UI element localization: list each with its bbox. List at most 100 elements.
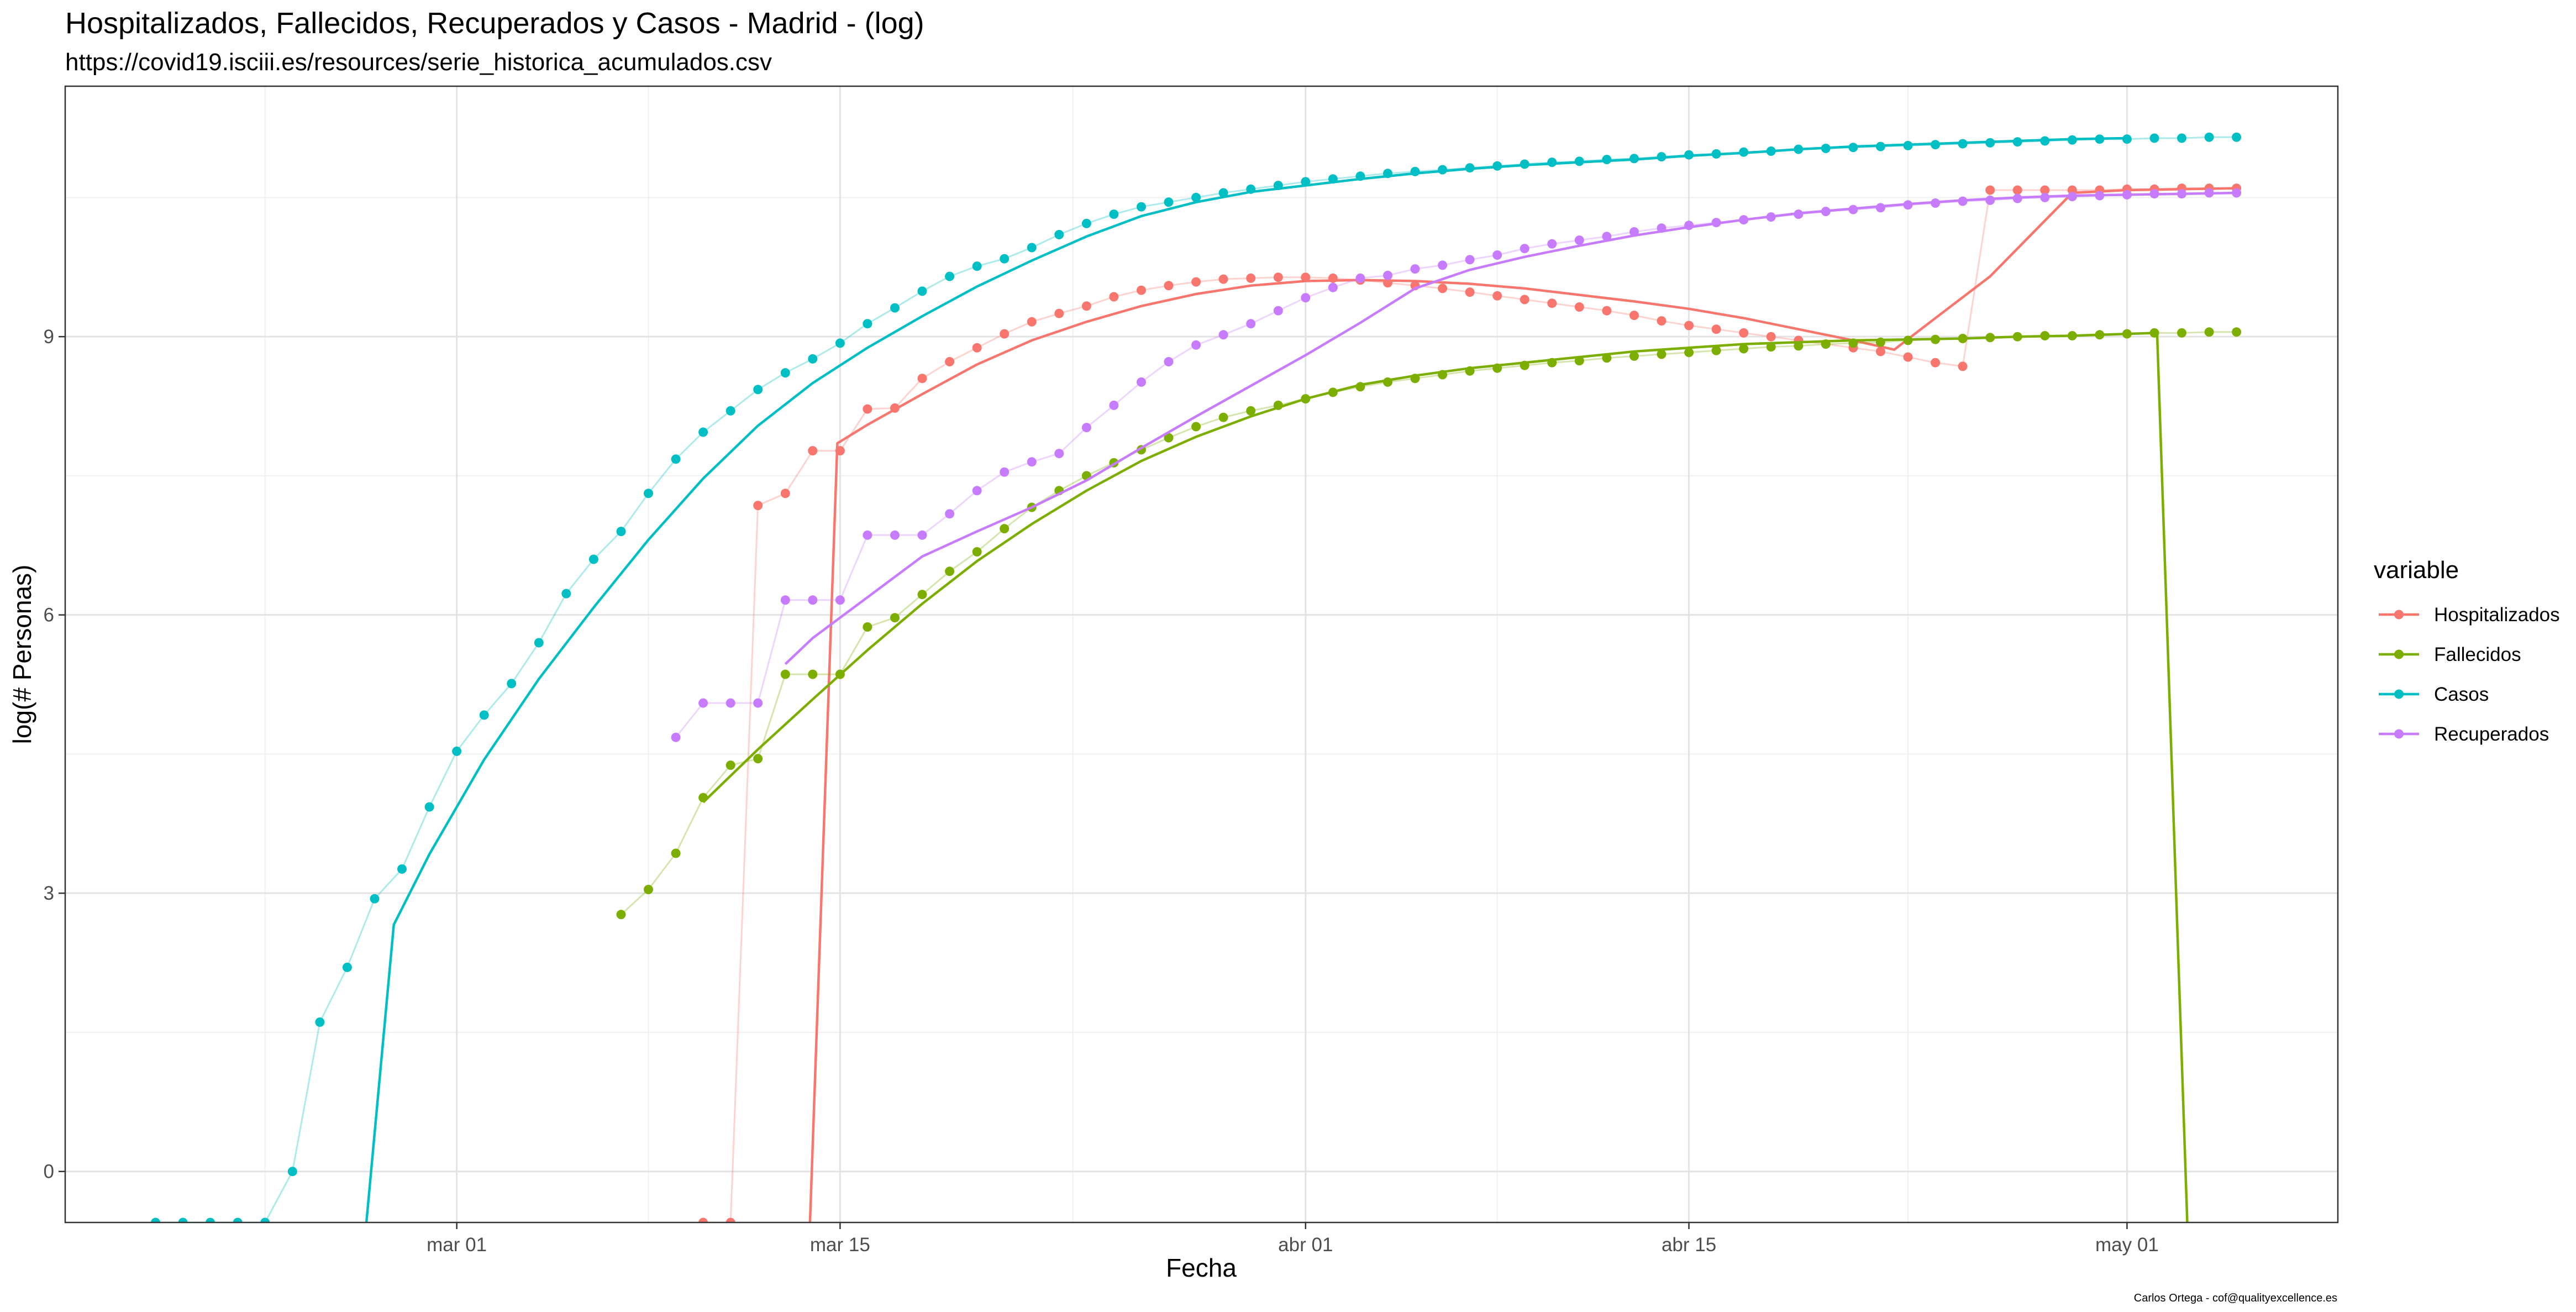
series-hospitalizados-point [1438, 284, 1448, 293]
series-fallecidos-point [808, 669, 818, 679]
series-casos-point [1875, 141, 1885, 151]
series-hospitalizados-point [1218, 274, 1228, 284]
series-casos-point [1328, 174, 1338, 184]
series-casos-point [671, 454, 681, 464]
series-hospitalizados-point [1164, 281, 1174, 291]
series-casos-point [1164, 197, 1174, 207]
series-casos-point [1739, 147, 1749, 157]
plot-background [65, 86, 2338, 1222]
series-casos-point [507, 679, 517, 689]
series-casos-point [1766, 146, 1776, 156]
series-casos-point [2122, 134, 2132, 144]
series-fallecidos-point [1931, 334, 1941, 344]
series-casos-point [1273, 181, 1283, 191]
series-hospitalizados-point [1629, 311, 1639, 321]
series-recuperados-point [1520, 244, 1529, 254]
series-fallecidos-point [1301, 394, 1311, 404]
series-casos-point [1848, 143, 1858, 153]
series-fallecidos-point [1903, 335, 1913, 345]
series-casos-point [1574, 156, 1584, 166]
series-casos-point [1137, 202, 1146, 212]
series-hospitalizados-point [1875, 347, 1885, 356]
series-fallecidos-point [671, 848, 681, 858]
series-hospitalizados-point [1520, 295, 1529, 305]
series-hospitalizados-point [1109, 292, 1119, 302]
series-recuperados-point [1465, 255, 1475, 265]
series-hospitalizados-point [1903, 352, 1913, 362]
legend-label: Recuperados [2434, 723, 2549, 745]
legend-key-point [2394, 610, 2404, 620]
series-hospitalizados-point [1328, 273, 1338, 283]
y-tick-label: 0 [44, 1161, 54, 1183]
series-hospitalizados-point [1766, 332, 1776, 342]
series-recuperados-point [1191, 340, 1201, 350]
series-recuperados-point [698, 698, 708, 708]
series-casos-point [2095, 134, 2105, 144]
series-casos-point [2149, 133, 2159, 143]
axis-ticks: mar 01 mar 15 abr 01 abr 15 may 01 0 3 6 9 [44, 326, 2159, 1256]
series-casos-point [2067, 135, 2077, 145]
x-tick-label: may 01 [2095, 1234, 2159, 1256]
series-recuperados-point [1766, 212, 1776, 222]
series-fallecidos-point [945, 566, 955, 576]
series-casos-point [2232, 132, 2242, 142]
series-recuperados-point [1602, 232, 1612, 242]
x-axis-title: Fecha [1166, 1253, 1237, 1282]
series-casos-point [1794, 144, 1804, 154]
series-hospitalizados-point [753, 501, 763, 511]
series-fallecidos-point [2177, 328, 2186, 338]
series-fallecidos-point [1328, 387, 1338, 397]
series-recuperados-point [1054, 449, 1064, 459]
chart-title: Hospitalizados, Fallecidos, Recuperados … [65, 7, 924, 40]
series-recuperados-point [1657, 223, 1666, 233]
series-recuperados-point [1547, 239, 1557, 249]
series-recuperados-point [1958, 196, 1968, 206]
series-hospitalizados-point [1465, 287, 1475, 297]
series-hospitalizados-point [890, 403, 900, 413]
series-casos-point [1355, 171, 1365, 181]
series-fallecidos-point [698, 793, 708, 802]
x-tick-label: mar 01 [427, 1234, 487, 1256]
series-recuperados-point [2122, 190, 2132, 200]
series-fallecidos-point [1711, 345, 1721, 355]
series-fallecidos-point [863, 622, 872, 632]
series-recuperados-point [726, 698, 735, 708]
series-fallecidos-point [1985, 333, 1995, 343]
chart-caption: Carlos Ortega - cof@qualityexcellence.es [2134, 1292, 2337, 1304]
x-tick-label: abr 15 [1662, 1234, 1716, 1256]
series-hospitalizados-point [1137, 285, 1146, 295]
series-hospitalizados-point [1985, 185, 1995, 195]
series-casos-point [178, 1217, 188, 1222]
series-recuperados-point [1848, 204, 1858, 214]
series-casos-point [1958, 139, 1968, 149]
series-hospitalizados-point [1191, 277, 1201, 287]
series-casos-point [2177, 133, 2186, 143]
series-fallecidos-point [1958, 334, 1968, 343]
series-hospitalizados-point [2040, 185, 2050, 195]
y-tick-label: 3 [44, 883, 54, 904]
series-hospitalizados-point [972, 343, 982, 353]
series-casos-point [1602, 155, 1612, 165]
series-casos-point [2204, 132, 2214, 142]
series-hospitalizados-point [917, 374, 927, 384]
series-casos-point [945, 271, 955, 281]
series-fallecidos-point [1547, 358, 1557, 368]
series-casos-point [726, 406, 735, 416]
series-fallecidos-point [1739, 344, 1749, 354]
series-fallecidos-point [835, 669, 845, 679]
series-hospitalizados-point [1273, 272, 1283, 282]
series-casos-point [1027, 243, 1037, 253]
legend-keys: Hospitalizados Fallecidos Casos Recuperados [2379, 604, 2560, 745]
x-tick-label: mar 15 [810, 1234, 870, 1256]
series-recuperados-point [835, 595, 845, 605]
series-hospitalizados-point [1246, 273, 1256, 283]
series-fallecidos-point [1602, 353, 1612, 363]
series-recuperados-point [2040, 192, 2050, 202]
series-fallecidos-point [2232, 327, 2242, 337]
series-hospitalizados-point [780, 489, 790, 498]
series-casos-point [1054, 230, 1064, 239]
series-recuperados-point [945, 509, 955, 519]
series-hospitalizados-point [1547, 298, 1557, 308]
series-casos-point [452, 746, 462, 756]
y-tick-label: 6 [44, 605, 54, 626]
